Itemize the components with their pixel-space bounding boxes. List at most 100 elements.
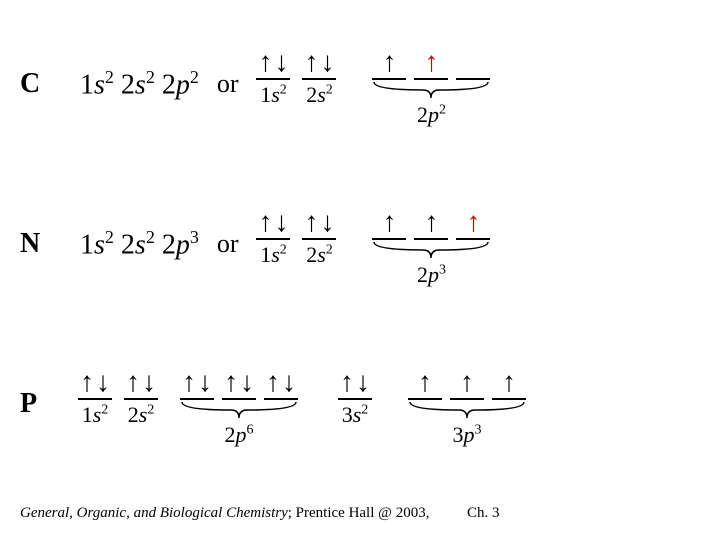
orbital-line [372,238,406,240]
arrow-down: ↓ [96,368,110,396]
arrow-cell: ↑ [495,360,523,396]
arrow-up: ↑ [502,368,516,396]
arrow-cell: ↑↓ [258,40,288,76]
arrow-cell: ↑ [453,360,481,396]
orbital-line [180,398,214,400]
arrow-up: ↑ [224,368,238,396]
orbital [456,40,490,80]
orbital-line [492,398,526,400]
arrow-cell: ↑ [375,40,403,76]
orbital-line [414,78,448,80]
orbital-line [408,398,442,400]
footer-citation: General, Organic, and Biological Chemist… [20,505,499,522]
arrow-down: ↓ [240,368,254,396]
orbital-line [302,78,336,80]
orbital: ↑↓ 2s2 [302,40,336,108]
orbital: ↑↓ [222,360,256,400]
orbital-line [124,398,158,400]
arrow-up: ↑ [460,368,474,396]
arrow-up: ↑ [304,48,318,76]
element-symbol: N [20,228,60,260]
orbital: ↑ [414,40,448,80]
element-row-P: P↑↓1s2↑↓2s2↑↓↑↓↑↓2p6↑↓3s2↑↑↑3p3 [20,360,526,448]
orbital: ↑↓ [264,360,298,400]
orbital-group: ↑↓↑↓↑↓2p6 [180,360,298,448]
arrow-down: ↓ [198,368,212,396]
or-label: or [217,229,239,259]
arrow-cell: ↑↓ [80,360,110,396]
orbital: ↑↓ 3s2 [338,360,372,428]
arrow-up: ↑ [266,368,280,396]
electron-config: 1s2 2s2 2p3 [80,227,199,261]
arrow-up: ↑ [424,48,438,76]
arrow-cell: ↑↓ [258,200,288,236]
orbital: ↑ [372,40,406,80]
footer-chapter: Ch. 3 [467,505,500,521]
arrow-up: ↑ [424,208,438,236]
arrow-down: ↓ [282,368,296,396]
orbital-label: 2p3 [417,262,446,288]
arrow-down: ↓ [274,48,288,76]
arrow-cell: ↑ [417,40,445,76]
orbital: ↑ [414,200,448,240]
arrow-cell: ↑↓ [304,200,334,236]
orbital: ↑ [372,200,406,240]
arrow-up: ↑ [304,208,318,236]
element-symbol: P [20,388,60,420]
orbital-line [256,78,290,80]
orbital-line [372,78,406,80]
orbital-group: ↑ ↑ ↑ 2p3 [372,200,490,288]
orbital-line [256,238,290,240]
arrow-cell: ↑↓ [182,360,212,396]
arrow-cell: ↑ [375,200,403,236]
orbital: ↑↓ 2s2 [124,360,158,428]
orbital-diagram: ↑↓1s2↑↓2s2↑↑2p2 [256,40,490,128]
arrow-cell: ↑↓ [340,360,370,396]
orbital: ↑ [456,200,490,240]
arrow-down: ↓ [142,368,156,396]
footer-title: General, Organic, and Biological Chemist… [20,505,288,521]
arrow-down: ↓ [274,208,288,236]
orbital: ↑ [492,360,526,400]
orbital-diagram: ↑↓1s2↑↓2s2↑↑↑2p3 [256,200,490,288]
arrow-cell: ↑ [411,360,439,396]
arrow-up: ↑ [466,208,480,236]
element-row-N: N1s2 2s2 2p3or↑↓1s2↑↓2s2↑↑↑2p3 [20,200,490,288]
arrow-up: ↑ [382,48,396,76]
orbital-label: 1s2 [82,402,109,428]
orbital: ↑↓ [180,360,214,400]
electron-config: 1s2 2s2 2p2 [80,67,199,101]
orbital-label: 2s2 [306,242,333,268]
arrow-up: ↑ [80,368,94,396]
orbital-line [414,238,448,240]
arrow-cell: ↑ [459,200,487,236]
orbital-line [302,238,336,240]
orbital-label: 1s2 [260,242,287,268]
arrow-cell: ↑↓ [126,360,156,396]
arrow-cell: ↑↓ [304,40,334,76]
orbital: ↑↓ 1s2 [256,200,290,268]
orbital-diagram: ↑↓1s2↑↓2s2↑↓↑↓↑↓2p6↑↓3s2↑↑↑3p3 [78,360,526,448]
orbital: ↑↓ 1s2 [78,360,112,428]
arrow-cell: ↑↓ [266,360,296,396]
arrow-up: ↑ [258,48,272,76]
arrow-up: ↑ [340,368,354,396]
arrow-up: ↑ [382,208,396,236]
orbital: ↑ [408,360,442,400]
orbital-line [456,238,490,240]
brace-icon [372,80,490,100]
orbital-line [456,78,490,80]
orbital-group: ↑ ↑ 2p2 [372,40,490,128]
orbital-line [78,398,112,400]
orbital-label: 3s2 [342,402,369,428]
orbital-line [222,398,256,400]
orbital-label: 2p2 [417,102,446,128]
brace-icon [180,400,298,420]
orbital-label: 2s2 [306,82,333,108]
arrow-down: ↓ [320,208,334,236]
element-row-C: C1s2 2s2 2p2or↑↓1s2↑↓2s2↑↑2p2 [20,40,490,128]
orbital-label: 3p3 [453,422,482,448]
arrow-down: ↓ [356,368,370,396]
orbital-line [450,398,484,400]
orbital-label: 2s2 [128,402,155,428]
